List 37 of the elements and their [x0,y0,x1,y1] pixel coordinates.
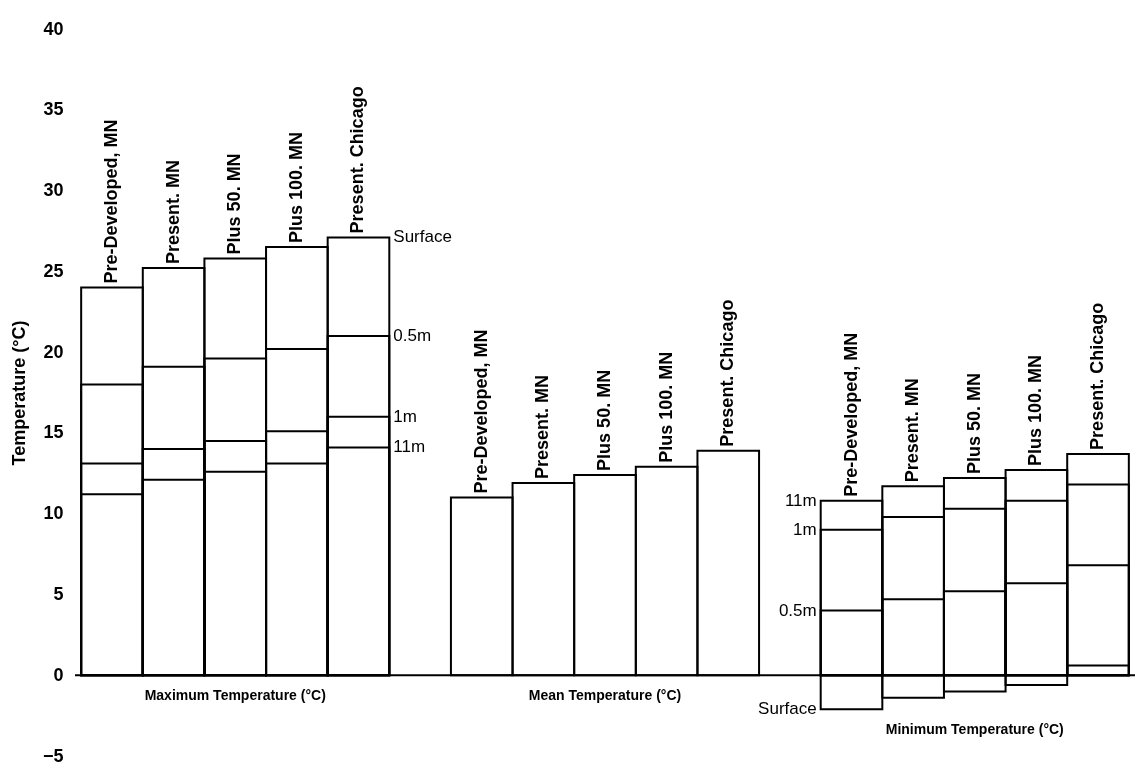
x-tick-label: Present. Chicago [717,299,738,447]
y-tick-label: 25 [43,260,64,281]
x-tick-label: Plus 50. MN [963,373,984,475]
y-axis-title: Temperature (°C) [8,320,29,466]
annotation: Maximum Temperature (°C) [144,687,326,704]
y-tick-label: 35 [43,99,64,120]
y-tick-label: 15 [43,422,64,443]
x-tick-label: Present. Chicago [1087,302,1108,450]
x-tick-label: Present. MN [162,160,183,265]
x-tick-label: Plus 100. MN [655,351,676,463]
series-label: Surface [393,227,452,247]
text: 11m [784,490,817,510]
x-tick-label: Present. MN [532,374,553,479]
x-tick-label: Plus 100. MN [285,132,306,244]
text: 1m [793,519,817,539]
y-tick-label: 40 [43,18,64,39]
text: Surface [758,699,817,719]
x-tick-label: Pre-Developed, MN [840,332,861,497]
y-tick-label: 5 [53,583,64,604]
y-tick-label: 30 [43,180,64,201]
y-tick-label: 0 [53,664,64,685]
annotation: Mean Temperature (°C) [528,687,682,704]
y-tick-label: 20 [43,341,64,362]
y-tick-label: 10 [43,503,64,524]
x-tick-label: Plus 50. MN [594,369,614,471]
x-tick-label: Pre-Developed, MN [100,119,121,284]
series-label: 1m [393,406,417,426]
x-tick-label: Pre-Developed, MN [470,329,491,494]
x-tick-label: Present. Chicago [347,86,368,234]
series-label: 0.5m [393,325,432,345]
text: 0.5m [778,600,817,620]
x-tick-label: Plus 50. MN [224,153,245,255]
annotation: Minimum Temperature (°C) [885,721,1064,738]
x-tick-label: Plus 100. MN [1025,355,1046,467]
series-label: 11m [393,437,426,457]
x-tick-label: Present. MN [902,378,923,483]
y-tick-label: −5 [42,745,64,766]
